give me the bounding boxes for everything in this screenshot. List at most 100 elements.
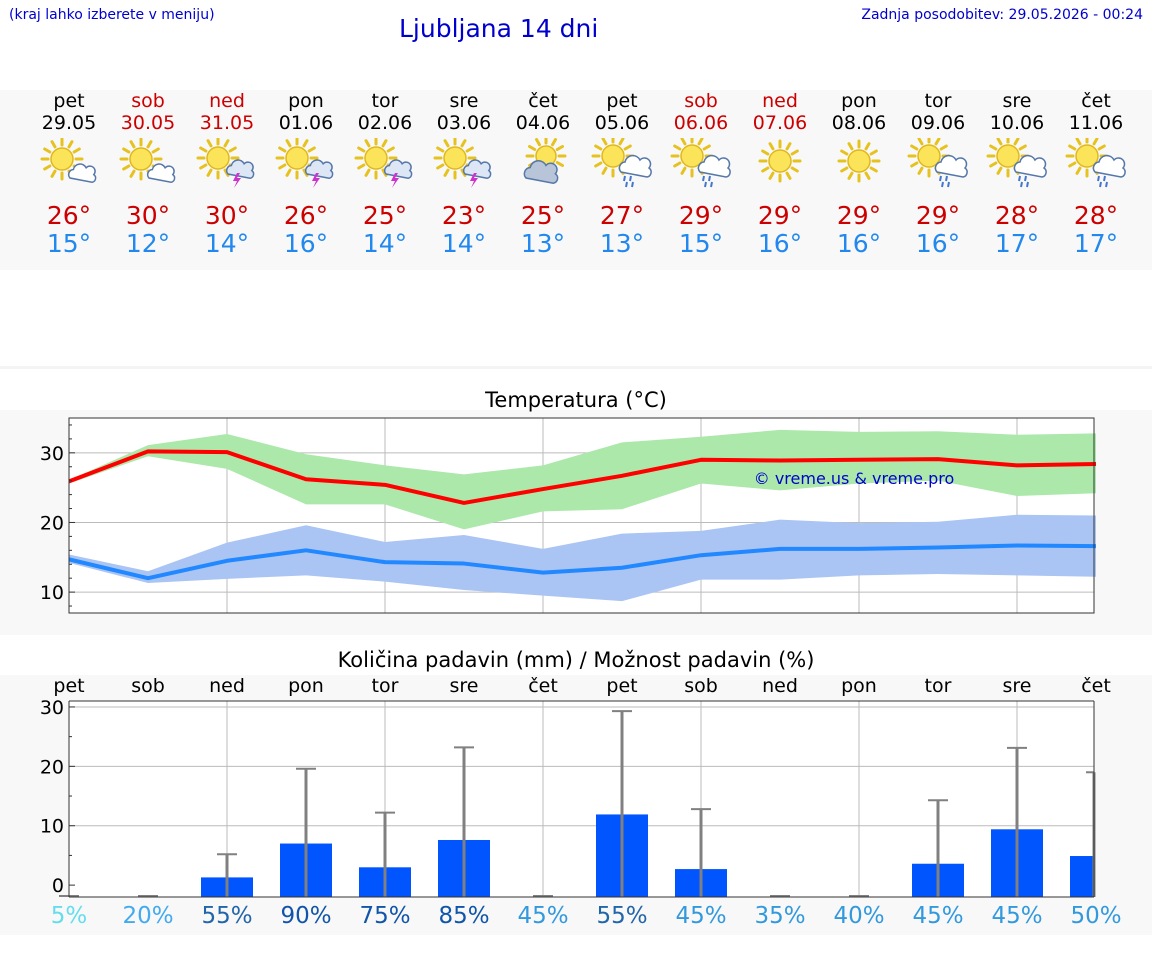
day-name: ned	[762, 90, 798, 112]
max-temperature: 26°	[283, 201, 329, 230]
day-column: tor 02.06 25° 14°	[345, 90, 425, 258]
day-date: 31.05	[199, 112, 255, 134]
day-column: pon 08.06 29° 16°	[819, 90, 899, 258]
max-temperature-line	[68, 449, 1097, 505]
day-column: ned 07.06 29° 16°	[740, 90, 820, 258]
day-date: 11.06	[1068, 112, 1124, 134]
day-date: 07.06	[752, 112, 808, 134]
precipitation-probability: 45%	[991, 903, 1043, 929]
max-temperature: 26°	[46, 201, 92, 230]
day-column: ned 31.05 30° 14°	[187, 90, 267, 258]
precipitation-probability: 5%	[50, 903, 88, 929]
sun-rain-icon	[1065, 138, 1126, 188]
max-temperature: 29°	[915, 201, 961, 230]
day-date: 03.06	[436, 112, 492, 134]
day-column: sre 10.06 28° 17°	[977, 90, 1057, 258]
day-name: ned	[209, 90, 245, 112]
y-tick-label: 20	[40, 512, 64, 534]
day-name: sre	[1002, 90, 1032, 112]
x-day-label: sob	[684, 675, 718, 697]
sun-storm-icon	[275, 138, 334, 188]
day-column: sob 06.06 29° 15°	[661, 90, 741, 258]
day-column: pet 29.05 26° 15°	[29, 90, 109, 258]
day-name: tor	[371, 90, 399, 112]
precipitation-probability: 40%	[833, 903, 885, 929]
day-name: pet	[53, 90, 85, 112]
day-date: 05.06	[594, 112, 650, 134]
sun-icon	[758, 139, 802, 183]
precipitation-probability: 55%	[596, 903, 648, 929]
x-day-label: ned	[209, 675, 245, 697]
max-temperature: 30°	[125, 201, 171, 230]
sun-rain-icon	[591, 138, 652, 188]
day-date: 10.06	[989, 112, 1045, 134]
x-day-label: pet	[606, 675, 637, 697]
precipitation-probability: 45%	[517, 903, 569, 929]
x-day-label: tor	[372, 675, 399, 697]
precipitation-chart: pet sob ned pon tor sre čet pet sob ned pon tor sre č…	[40, 675, 1111, 898]
precipitation-probability: 45%	[675, 903, 727, 929]
min-temperature: 14°	[362, 229, 408, 258]
sun-storm-icon	[196, 138, 255, 188]
min-temperature: 16°	[915, 229, 961, 258]
precipitation-probability: 55%	[201, 903, 253, 929]
sun-icon	[837, 139, 881, 183]
last-update: Zadnja posodobitev: 29.05.2026 - 00:24	[861, 7, 1143, 23]
temperature-chart: 10 20 30 © vreme.us & vreme.pro	[40, 417, 1097, 614]
day-column: tor 09.06 29° 16°	[898, 90, 978, 258]
y-tick-label: 10	[40, 582, 64, 604]
watermark: © vreme.us & vreme.pro	[754, 469, 955, 488]
precipitation-chart-title: Količina padavin (mm) / Možnost padavin …	[337, 648, 815, 672]
y-tick-label: 10	[40, 816, 64, 838]
day-date: 29.05	[41, 112, 97, 134]
temperature-chart-title: Temperatura (°C)	[485, 388, 667, 412]
sun-storm-icon	[433, 138, 492, 188]
day-column: sob 30.05 30° 12°	[108, 90, 188, 258]
min-temperature: 17°	[1073, 229, 1119, 258]
sun-rain-icon	[986, 138, 1047, 188]
x-day-label: čet	[528, 675, 558, 697]
min-temperature: 13°	[599, 229, 645, 258]
min-temperature: 17°	[994, 229, 1040, 258]
day-date: 04.06	[515, 112, 571, 134]
max-temperature: 25°	[520, 201, 566, 230]
x-day-label: ned	[762, 675, 798, 697]
day-name: tor	[924, 90, 952, 112]
max-temperature: 29°	[757, 201, 803, 230]
precipitation-probability: 75%	[359, 903, 411, 929]
min-temperature: 14°	[204, 229, 250, 258]
x-day-label: čet	[1081, 675, 1111, 697]
max-temperature: 28°	[994, 201, 1040, 230]
min-temperature: 16°	[757, 229, 803, 258]
daily-forecast-band	[0, 90, 1152, 270]
day-name: sob	[131, 90, 165, 112]
max-temperature: 29°	[678, 201, 724, 230]
day-name: pon	[288, 90, 324, 112]
min-temperature: 13°	[520, 229, 566, 258]
day-name: pon	[841, 90, 877, 112]
sun-rain-icon	[670, 138, 731, 188]
day-date: 30.05	[120, 112, 176, 134]
max-temperature: 28°	[1073, 201, 1119, 230]
precipitation-bar	[1070, 856, 1094, 897]
x-day-label: tor	[925, 675, 952, 697]
min-temperature-line	[68, 543, 1097, 581]
day-name: sre	[449, 90, 479, 112]
x-day-label: sre	[1003, 675, 1032, 697]
x-day-label: pon	[288, 675, 324, 697]
max-temperature: 30°	[204, 201, 250, 230]
sun-cloud-icon	[40, 138, 97, 184]
max-temperature: 29°	[836, 201, 882, 230]
min-temperature: 16°	[283, 229, 329, 258]
day-name: čet	[1081, 90, 1111, 112]
sun-storm-icon	[354, 138, 413, 188]
day-date: 08.06	[831, 112, 887, 134]
x-day-label: pet	[53, 675, 84, 697]
precipitation-probability: 20%	[122, 903, 174, 929]
min-temperature: 16°	[836, 229, 882, 258]
day-column: čet 11.06 28° 17°	[1056, 90, 1136, 258]
day-date: 06.06	[673, 112, 729, 134]
y-tick-label: 20	[40, 756, 64, 778]
min-temperature: 15°	[46, 229, 92, 258]
day-column: pon 01.06 26° 16°	[266, 90, 346, 258]
